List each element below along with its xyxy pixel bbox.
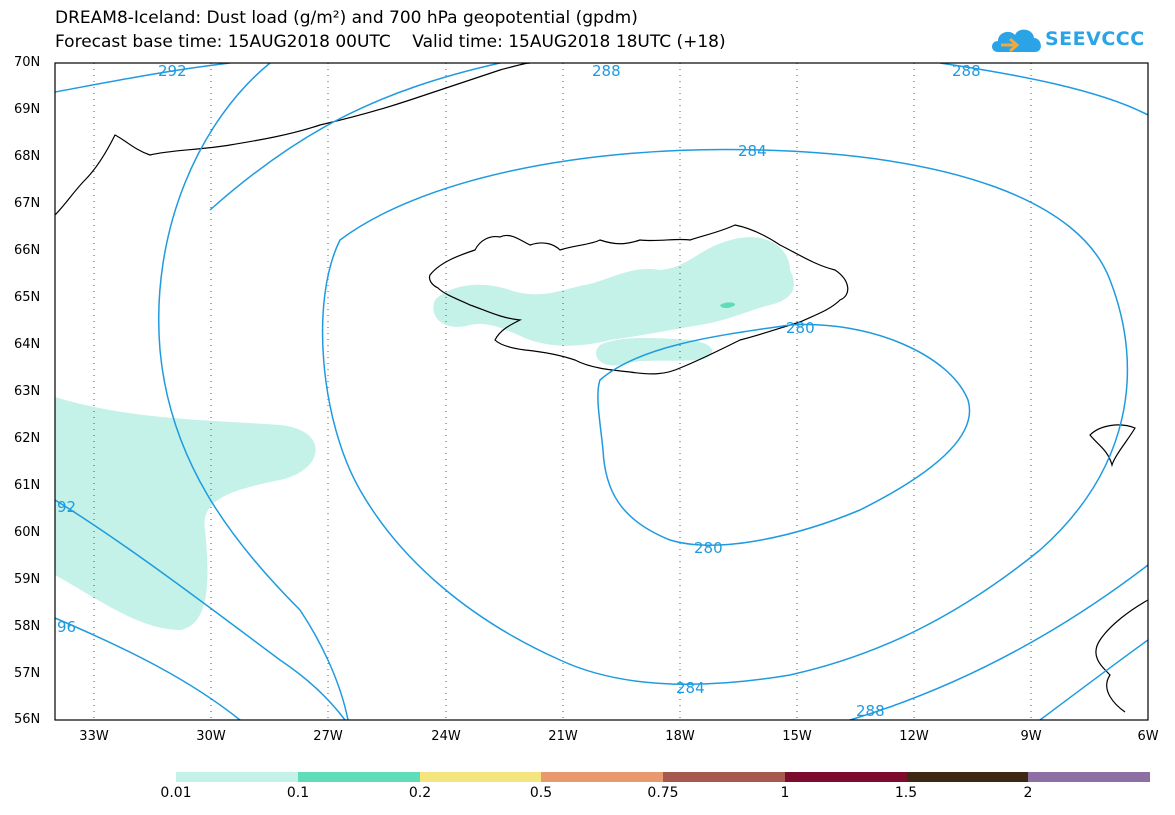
lon-label: 6W	[1137, 729, 1159, 744]
colorbar-segment	[1028, 772, 1150, 782]
lat-label: 56N	[14, 712, 41, 727]
contour-label: 288	[592, 62, 621, 80]
lat-label: 61N	[14, 478, 41, 493]
cloud-logo-icon	[992, 29, 1041, 53]
lat-label: 66N	[14, 243, 41, 258]
scotland-coast	[1095, 599, 1148, 713]
dust-layer	[55, 237, 794, 630]
colorbar-label: 0.5	[529, 785, 553, 801]
colorbar-label: 0.75	[647, 785, 679, 801]
colorbar-segment	[663, 772, 785, 782]
lat-label: 64N	[14, 337, 41, 352]
colorbar-label: 0.1	[286, 785, 310, 801]
contour-label: 92	[57, 498, 76, 516]
lat-label: 62N	[14, 431, 41, 446]
contour-label: 292	[158, 62, 187, 80]
colorbar-label: 2	[1023, 785, 1033, 801]
logo-text: SEEVCCC	[1045, 28, 1145, 50]
colorbar-label: 1	[780, 785, 790, 801]
lon-label: 18W	[665, 729, 695, 744]
lat-label: 65N	[14, 290, 41, 305]
colorbar-label: 1.5	[894, 785, 918, 801]
colorbar-label: 0.2	[408, 785, 432, 801]
colorbar-segment	[419, 772, 542, 782]
lon-label: 27W	[313, 729, 343, 744]
plot-frame	[54, 62, 1149, 721]
contour-288-southeast	[849, 564, 1148, 720]
lat-label: 67N	[14, 196, 41, 211]
contour-label: 96	[57, 618, 76, 636]
contour-label: 280	[694, 539, 723, 557]
forecast-map: 292 288 288 284 280 280 92 96 284 288	[54, 62, 1149, 721]
dust-area-iceland	[433, 237, 794, 346]
lat-label: 70N	[14, 55, 41, 70]
colorbar-label: 0.01	[160, 785, 192, 801]
contour-284-ring	[321, 148, 1129, 685]
lat-label: 60N	[14, 525, 41, 540]
lon-label: 12W	[899, 729, 929, 744]
colorbar-segment	[176, 772, 298, 782]
lon-label: 33W	[79, 729, 109, 744]
colorbar-segment	[906, 772, 1029, 782]
faroe-islands	[1089, 424, 1136, 468]
lat-label: 69N	[14, 102, 41, 117]
seevccc-logo: SEEVCCC	[988, 22, 1144, 58]
iceland-coast	[428, 224, 849, 375]
lat-label: 58N	[14, 619, 41, 634]
contour-label: 288	[856, 702, 885, 720]
contour-280	[597, 323, 971, 546]
colorbar-segment	[541, 772, 663, 782]
contour-label: 284	[676, 679, 705, 697]
contour-label: 280	[786, 319, 815, 337]
lon-label: 30W	[196, 729, 226, 744]
contour-292-southeast	[1039, 639, 1148, 720]
dust-area-southwest	[55, 397, 316, 630]
title-line-2: Forecast base time: 15AUG2018 00UTC Vali…	[55, 32, 726, 52]
dust-area-medium	[720, 302, 736, 308]
lat-label: 59N	[14, 572, 41, 587]
contour-292-west	[55, 499, 346, 720]
greenland-coast	[55, 63, 531, 216]
geopotential-contours	[55, 63, 1148, 720]
contour-label: 288	[952, 62, 981, 80]
coastlines	[55, 63, 1148, 713]
contour-296-west	[55, 617, 241, 720]
contour-labels: 292 288 288 284 280 280 92 96 284 288	[57, 62, 981, 720]
colorbar-segment	[784, 772, 907, 782]
lon-label: 24W	[431, 729, 461, 744]
lon-label: 21W	[548, 729, 578, 744]
lat-label: 57N	[14, 666, 41, 681]
lat-label: 63N	[14, 384, 41, 399]
lat-label: 68N	[14, 149, 41, 164]
colorbar	[176, 772, 1150, 782]
contour-label: 284	[738, 142, 767, 160]
colorbar-segment	[297, 772, 420, 782]
contour-288-top	[209, 63, 501, 211]
lon-label: 9W	[1020, 729, 1042, 744]
contour-288-outer	[158, 63, 349, 720]
contour-292	[55, 63, 231, 93]
contour-288-east	[939, 63, 1148, 116]
title-line-1: DREAM8-Iceland: Dust load (g/m²) and 700…	[55, 8, 638, 28]
lon-label: 15W	[782, 729, 812, 744]
